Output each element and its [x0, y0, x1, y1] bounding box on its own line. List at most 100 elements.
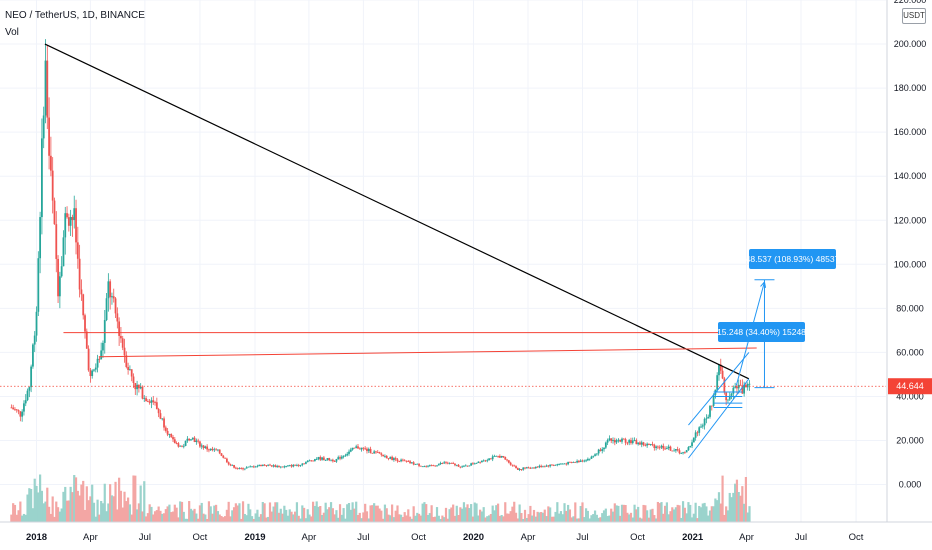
- candle-body: [515, 466, 517, 469]
- candle-body: [145, 398, 147, 402]
- candle-body: [114, 298, 117, 314]
- candle-body: [58, 276, 61, 297]
- volume-bar: [197, 518, 200, 522]
- candle-body: [227, 462, 230, 465]
- volume-bar: [401, 517, 404, 522]
- volume-bar: [680, 517, 683, 522]
- candlesticks: [10, 39, 751, 472]
- candle-body: [450, 462, 453, 464]
- candle-body: [612, 440, 614, 441]
- volume-bar: [719, 503, 722, 522]
- candle-body: [455, 464, 458, 466]
- candle-body: [468, 465, 471, 467]
- candle-body: [348, 451, 350, 454]
- volume-bar: [211, 513, 214, 522]
- volume-bar: [143, 481, 146, 522]
- candle-body: [698, 427, 701, 433]
- time-axis[interactable]: 2018 Apr Jul Oct 2019 Apr Jul Oct 2020 Apr Jul Oct 2…: [26, 532, 864, 543]
- volume-bar: [565, 510, 568, 522]
- volume-bar: [13, 504, 17, 522]
- price-tick-label: 200.000: [894, 39, 927, 49]
- candle-body: [351, 447, 354, 450]
- price-tick-label: 180.000: [894, 83, 927, 93]
- volume-bar: [676, 504, 679, 522]
- volume-bar: [193, 508, 196, 522]
- volume-bar: [649, 509, 652, 522]
- volume-bar: [101, 503, 105, 522]
- volume-indicator-label[interactable]: Vol: [5, 27, 19, 38]
- volume-bar: [56, 507, 60, 522]
- volume-bar: [83, 509, 87, 522]
- candle-body: [414, 463, 417, 465]
- price-axis[interactable]: 0.000 20.000 40.000 60.000 80.000 100.000 120.…: [894, 0, 927, 490]
- volume-bar: [563, 503, 566, 522]
- volume-bar: [710, 506, 713, 522]
- volume-bar: [125, 501, 128, 522]
- volume-bar: [495, 505, 498, 522]
- volume-bar: [116, 509, 119, 522]
- candle-body: [577, 460, 580, 462]
- volume-bar: [157, 506, 160, 522]
- volume-bar: [225, 509, 228, 522]
- time-tick-label: Jul: [357, 532, 369, 543]
- volume-bar: [308, 514, 311, 522]
- volume-bar: [737, 492, 740, 522]
- volume-bar: [471, 516, 475, 522]
- volume-bar: [137, 503, 140, 522]
- volume-bar: [669, 511, 672, 522]
- volume-bar: [671, 507, 674, 522]
- candle-body: [437, 464, 440, 466]
- candle-body: [405, 460, 408, 462]
- candle-body: [513, 465, 516, 467]
- volume-bar: [690, 517, 694, 522]
- candle-body: [159, 413, 162, 419]
- volume-bar: [741, 486, 744, 522]
- candle-body: [734, 386, 737, 388]
- candle-body: [640, 442, 643, 445]
- candle-body: [595, 453, 598, 455]
- volume-bar: [459, 507, 462, 522]
- volume-bar: [583, 517, 586, 522]
- volume-bar: [231, 510, 234, 522]
- volume-bar: [306, 509, 309, 522]
- volume-bar: [49, 513, 52, 522]
- volume-bar: [462, 502, 466, 522]
- volume-bar: [480, 511, 484, 522]
- volume-bar: [220, 515, 223, 522]
- current-price-tag-bg: [888, 378, 932, 395]
- volume-bar: [703, 502, 706, 522]
- candle-body: [339, 457, 341, 459]
- volume-bar: [80, 484, 83, 522]
- candle-body: [346, 453, 349, 456]
- volume-bar: [599, 517, 602, 522]
- candle-body: [46, 60, 49, 118]
- candle-body: [14, 409, 16, 411]
- candle-body: [727, 399, 729, 401]
- volume-bar: [94, 516, 97, 522]
- annotation-labels: 48.537 (108.93%) 48537 15.248 (34.40%) 15…: [717, 249, 932, 395]
- candle-body: [287, 465, 289, 467]
- volume-bar: [588, 518, 591, 522]
- currency-badge[interactable]: USDT: [902, 8, 926, 24]
- candle-body: [446, 462, 449, 464]
- candle-body: [120, 335, 122, 339]
- candle-body: [91, 370, 94, 376]
- volume-bar: [168, 504, 171, 522]
- candle-body: [540, 465, 543, 468]
- volume-bar: [15, 514, 18, 522]
- volume-bar: [232, 507, 236, 522]
- volume-bar: [644, 505, 647, 522]
- volume-bar: [85, 486, 88, 522]
- candle-body: [464, 465, 467, 467]
- symbol-title[interactable]: NEO / TetherUS, 1D, BINANCE: [5, 10, 145, 21]
- candle-body: [576, 460, 578, 463]
- volume-bar: [317, 506, 320, 522]
- candle-body: [428, 465, 431, 467]
- volume-bar: [356, 515, 360, 522]
- candle-body: [125, 355, 128, 368]
- volume-bar: [295, 502, 299, 522]
- volume-bar: [78, 495, 81, 522]
- volume-bar: [216, 511, 220, 522]
- volume-bar: [698, 505, 701, 522]
